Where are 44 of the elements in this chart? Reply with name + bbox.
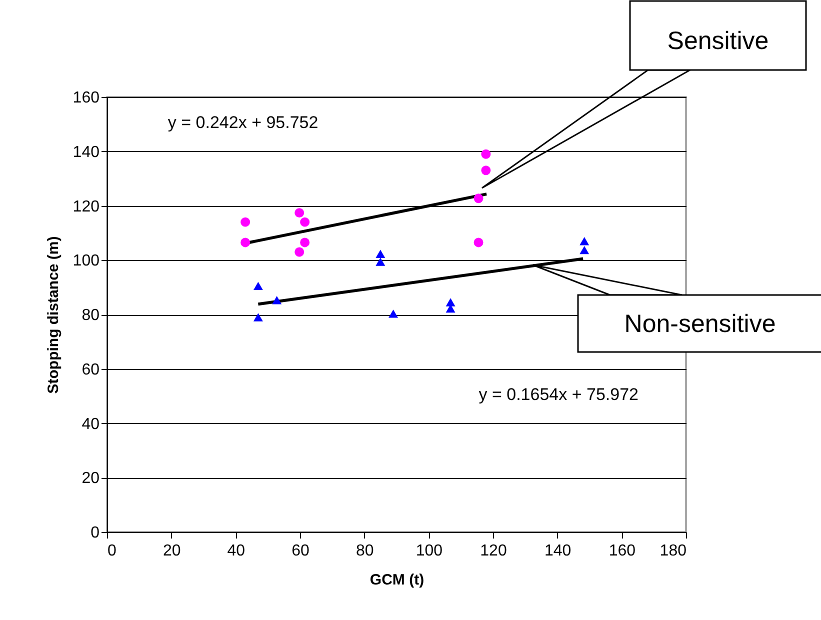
point xyxy=(300,217,310,227)
point xyxy=(580,236,590,246)
y-tick-label: 80 xyxy=(82,307,100,324)
x-tick-label: 40 xyxy=(227,542,246,560)
x-tick-label: 60 xyxy=(292,542,310,560)
y-tick-label: 20 xyxy=(82,470,100,488)
point xyxy=(240,238,250,248)
y-tick-label: 60 xyxy=(82,361,100,378)
x-tick-label: 120 xyxy=(480,542,507,560)
x-tick-label: 100 xyxy=(416,542,443,560)
x-tick-label: 80 xyxy=(356,542,374,560)
y-tick-label: 40 xyxy=(82,416,100,433)
point xyxy=(240,217,250,227)
point xyxy=(294,208,304,218)
annotation: y = 0.242x + 95.752 xyxy=(168,113,318,132)
point xyxy=(300,238,310,248)
y-tick-label: 0 xyxy=(90,524,100,542)
y-tick-label: 120 xyxy=(72,198,100,216)
x-axis-title: GCM (t) xyxy=(370,572,424,588)
point xyxy=(481,149,491,159)
point xyxy=(446,298,456,306)
text: Non-sensitive xyxy=(578,295,821,353)
point xyxy=(294,247,304,257)
y-tick-label: 160 xyxy=(72,90,100,106)
point xyxy=(272,296,282,304)
y-tick-label: 140 xyxy=(72,144,100,161)
text: Sensitive xyxy=(630,0,806,70)
x-tick-label: 20 xyxy=(162,542,181,560)
point xyxy=(376,258,386,266)
point xyxy=(253,313,263,322)
y-tick-label: 100 xyxy=(72,252,100,270)
point xyxy=(376,250,386,258)
point xyxy=(481,166,491,176)
point xyxy=(388,310,398,318)
x-tick-label: 140 xyxy=(544,542,572,560)
annotation: y = 0.1654x + 75.972 xyxy=(478,384,638,404)
point xyxy=(580,246,590,254)
point xyxy=(474,238,484,248)
x-tick-label: 0 xyxy=(108,542,116,560)
x-tick-label: 180 xyxy=(660,542,687,560)
point xyxy=(474,194,484,204)
y-axis-title: Stopping distance (m) xyxy=(44,236,62,394)
x-tick-label: 160 xyxy=(608,542,636,560)
point xyxy=(253,282,263,290)
